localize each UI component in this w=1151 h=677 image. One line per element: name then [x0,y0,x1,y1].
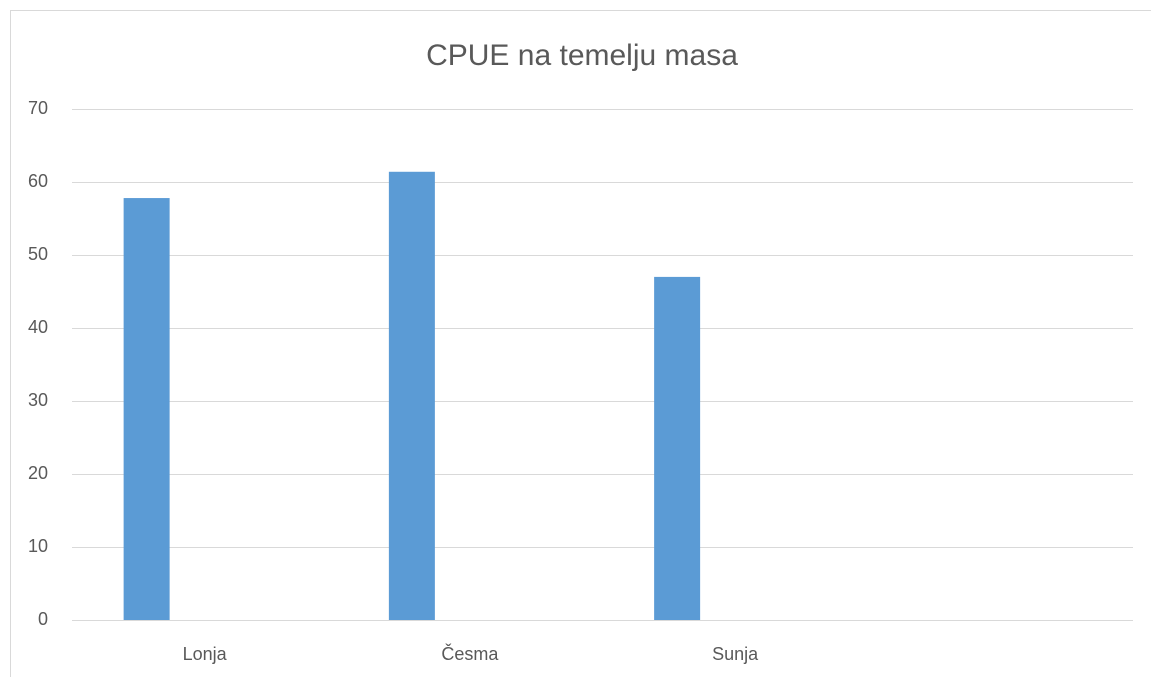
bar [123,198,170,620]
y-tick-label: 0 [38,609,48,629]
bar [654,276,701,620]
y-tick-label: 50 [28,244,48,264]
x-tick-label: Česma [441,643,499,664]
x-tick-label: Sunja [712,644,759,664]
chart-title: CPUE na temelju masa [426,39,738,72]
y-tick-label: 40 [28,317,48,337]
chart-frame [10,10,1151,677]
y-tick-label: 70 [28,98,48,118]
y-tick-label: 10 [28,536,48,556]
y-tick-label: 60 [28,171,48,191]
x-tick-label: Lonja [183,644,228,664]
bar [388,171,435,620]
y-tick-label: 20 [28,463,48,483]
y-tick-label: 30 [28,390,48,410]
